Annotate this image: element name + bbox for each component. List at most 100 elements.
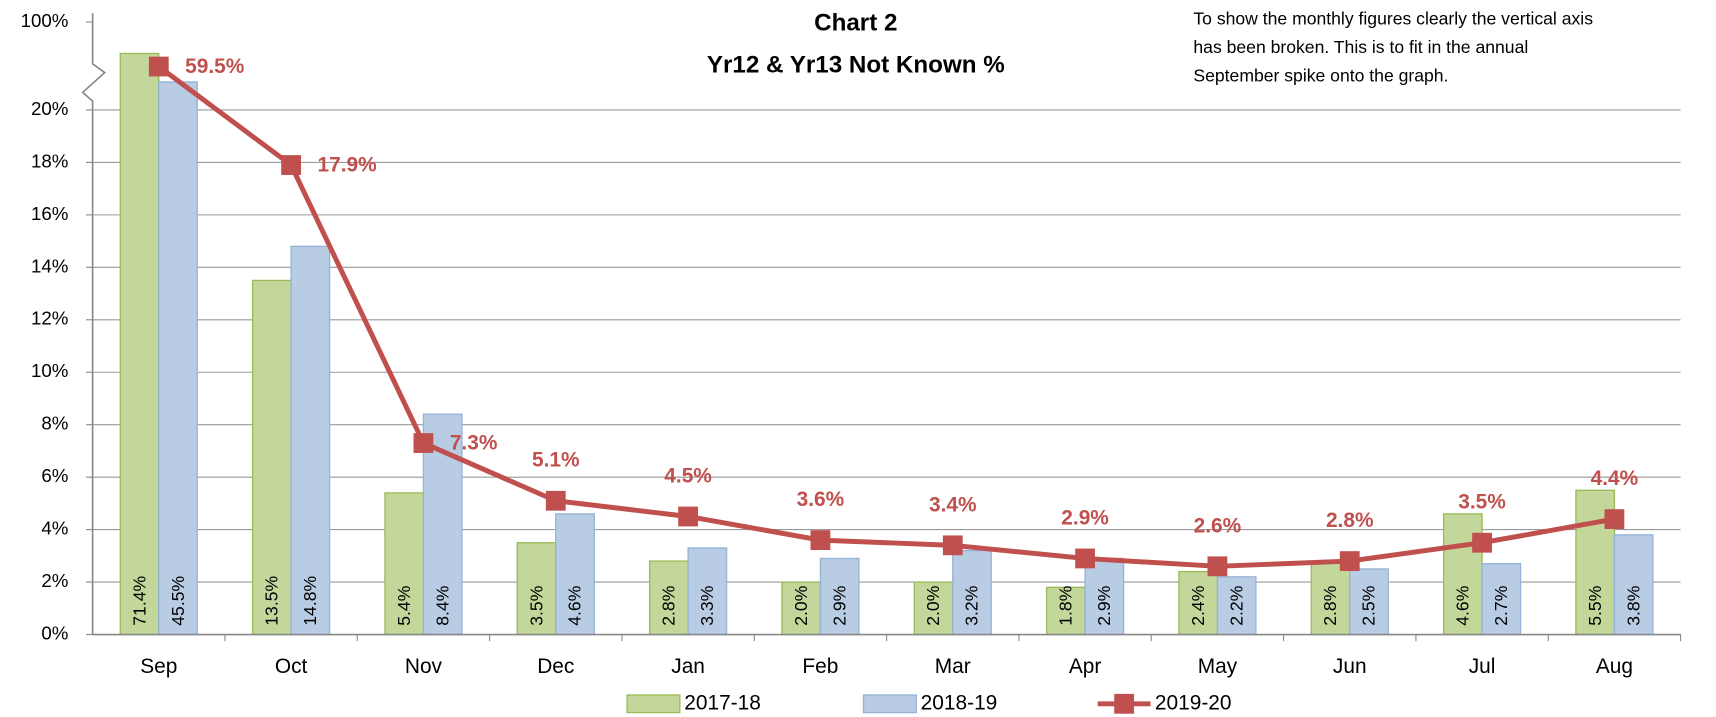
y-tick-label: 18% xyxy=(31,150,68,171)
legend-label: 2019-20 xyxy=(1155,691,1232,714)
bar-value-label: 14.8% xyxy=(300,576,320,626)
y-tick-label: 2% xyxy=(41,570,68,591)
line-value-label: 5.1% xyxy=(532,449,580,472)
bar-value-label: 4.6% xyxy=(1453,586,1473,626)
bar xyxy=(555,513,595,636)
x-tick-label: Dec xyxy=(537,655,574,678)
bar xyxy=(1481,563,1522,636)
y-tick-label: 8% xyxy=(41,413,68,434)
legend-swatch xyxy=(1114,693,1135,714)
y-tick-label: 14% xyxy=(31,255,68,276)
bar-value-label: 2.8% xyxy=(659,586,679,626)
line-value-label: 2.8% xyxy=(1326,509,1374,532)
y-tick-label: 10% xyxy=(31,360,68,381)
line-marker xyxy=(545,490,566,511)
legend-swatch xyxy=(862,694,917,714)
bar xyxy=(819,557,860,636)
line-marker xyxy=(678,506,698,527)
line-value-label: 17.9% xyxy=(318,154,378,177)
bar-value-label: 45.5% xyxy=(168,576,188,626)
y-tick-label: 100% xyxy=(21,10,69,31)
bar xyxy=(1349,568,1389,636)
y-tick-label: 20% xyxy=(31,98,68,119)
line-marker xyxy=(1604,509,1625,530)
bar-value-label: 5.4% xyxy=(394,586,414,626)
x-tick-label: May xyxy=(1198,655,1238,678)
bar-value-label: 2.7% xyxy=(1491,586,1511,626)
line-value-label: 2.6% xyxy=(1194,514,1242,537)
bar xyxy=(648,560,689,636)
bar-value-label: 2.4% xyxy=(1188,586,1208,626)
line-value-label: 3.4% xyxy=(929,493,977,516)
x-tick-label: Jul xyxy=(1469,655,1496,678)
bar-value-label: 2.9% xyxy=(1094,586,1114,626)
chart-subtitle: Yr12 & Yr13 Not Known % xyxy=(707,51,1005,78)
x-tick-label: Feb xyxy=(802,655,838,678)
line-value-label: 59.5% xyxy=(185,55,245,78)
legend-swatch xyxy=(626,694,681,714)
line-marker xyxy=(1339,551,1360,571)
bar xyxy=(384,492,425,636)
legend-label: 2018-19 xyxy=(921,691,998,714)
bar xyxy=(516,542,557,636)
bar-value-label: 3.8% xyxy=(1623,586,1643,626)
bar xyxy=(1310,560,1351,636)
bar-value-label: 8.4% xyxy=(432,586,452,626)
x-tick-label: Jun xyxy=(1333,655,1367,678)
x-tick-label: Jan xyxy=(671,655,705,678)
annotation: September spike onto the graph. xyxy=(1193,66,1448,86)
line-value-label: 7.3% xyxy=(450,432,498,455)
bar xyxy=(119,52,160,636)
line-value-label: 4.5% xyxy=(664,464,712,487)
line-marker xyxy=(413,433,434,453)
chart-title: Chart 2 xyxy=(814,10,897,37)
bar-value-label: 2.2% xyxy=(1226,586,1246,626)
bar-value-label: 3.2% xyxy=(962,586,982,626)
bar-value-label: 4.6% xyxy=(565,586,585,626)
bar xyxy=(290,245,331,636)
line-marker xyxy=(810,530,831,551)
x-tick-label: Sep xyxy=(140,655,177,678)
bar-value-label: 2.5% xyxy=(1359,586,1379,626)
line-value-label: 3.5% xyxy=(1458,491,1506,514)
legend-label: 2017-18 xyxy=(684,691,761,714)
line-marker xyxy=(942,535,963,556)
x-tick-label: Apr xyxy=(1069,655,1102,678)
x-tick-label: Oct xyxy=(275,655,308,678)
bar xyxy=(251,279,292,636)
marks: 71.4% 13.5% 5.4% 3.5% 2.8% 2.0% 2.0% 1.8% 2.4% 2.… xyxy=(119,52,1654,636)
line-value-label: 3.6% xyxy=(797,488,845,511)
x-tick-label: Aug xyxy=(1596,655,1633,678)
line-marker xyxy=(1075,548,1095,569)
bar xyxy=(952,549,992,636)
line-marker xyxy=(281,155,302,175)
x-tick-label: Nov xyxy=(405,655,443,678)
line-marker xyxy=(1207,556,1228,577)
annotation: To show the monthly figures clearly the … xyxy=(1193,8,1593,28)
line xyxy=(157,64,1615,569)
line-value-label: 4.4% xyxy=(1591,467,1639,490)
bar-value-label: 3.3% xyxy=(697,586,717,626)
y-tick-label: 16% xyxy=(31,203,68,224)
bar xyxy=(913,581,954,636)
y-tick-label: 4% xyxy=(41,518,68,539)
bar-value-label: 2.0% xyxy=(923,586,943,626)
bar xyxy=(687,547,728,636)
line-value-label: 2.9% xyxy=(1061,506,1109,529)
bar xyxy=(1045,586,1086,636)
bar-value-label: 1.8% xyxy=(1056,586,1076,626)
line-marker xyxy=(1472,532,1492,553)
y-tick-label: 0% xyxy=(41,622,68,643)
x-tick-label: Mar xyxy=(935,655,971,678)
annotation: has been broken. This is to fit in the a… xyxy=(1193,37,1528,57)
bar-value-label: 3.5% xyxy=(526,586,546,626)
bar xyxy=(158,81,198,636)
y-tick-label: 12% xyxy=(31,308,68,329)
y-tick-label: 6% xyxy=(41,465,68,486)
line-marker xyxy=(148,56,169,77)
bar-value-label: 71.4% xyxy=(129,576,149,626)
bar xyxy=(1216,576,1257,636)
y-axis-break xyxy=(81,13,107,635)
bar xyxy=(1084,557,1125,636)
